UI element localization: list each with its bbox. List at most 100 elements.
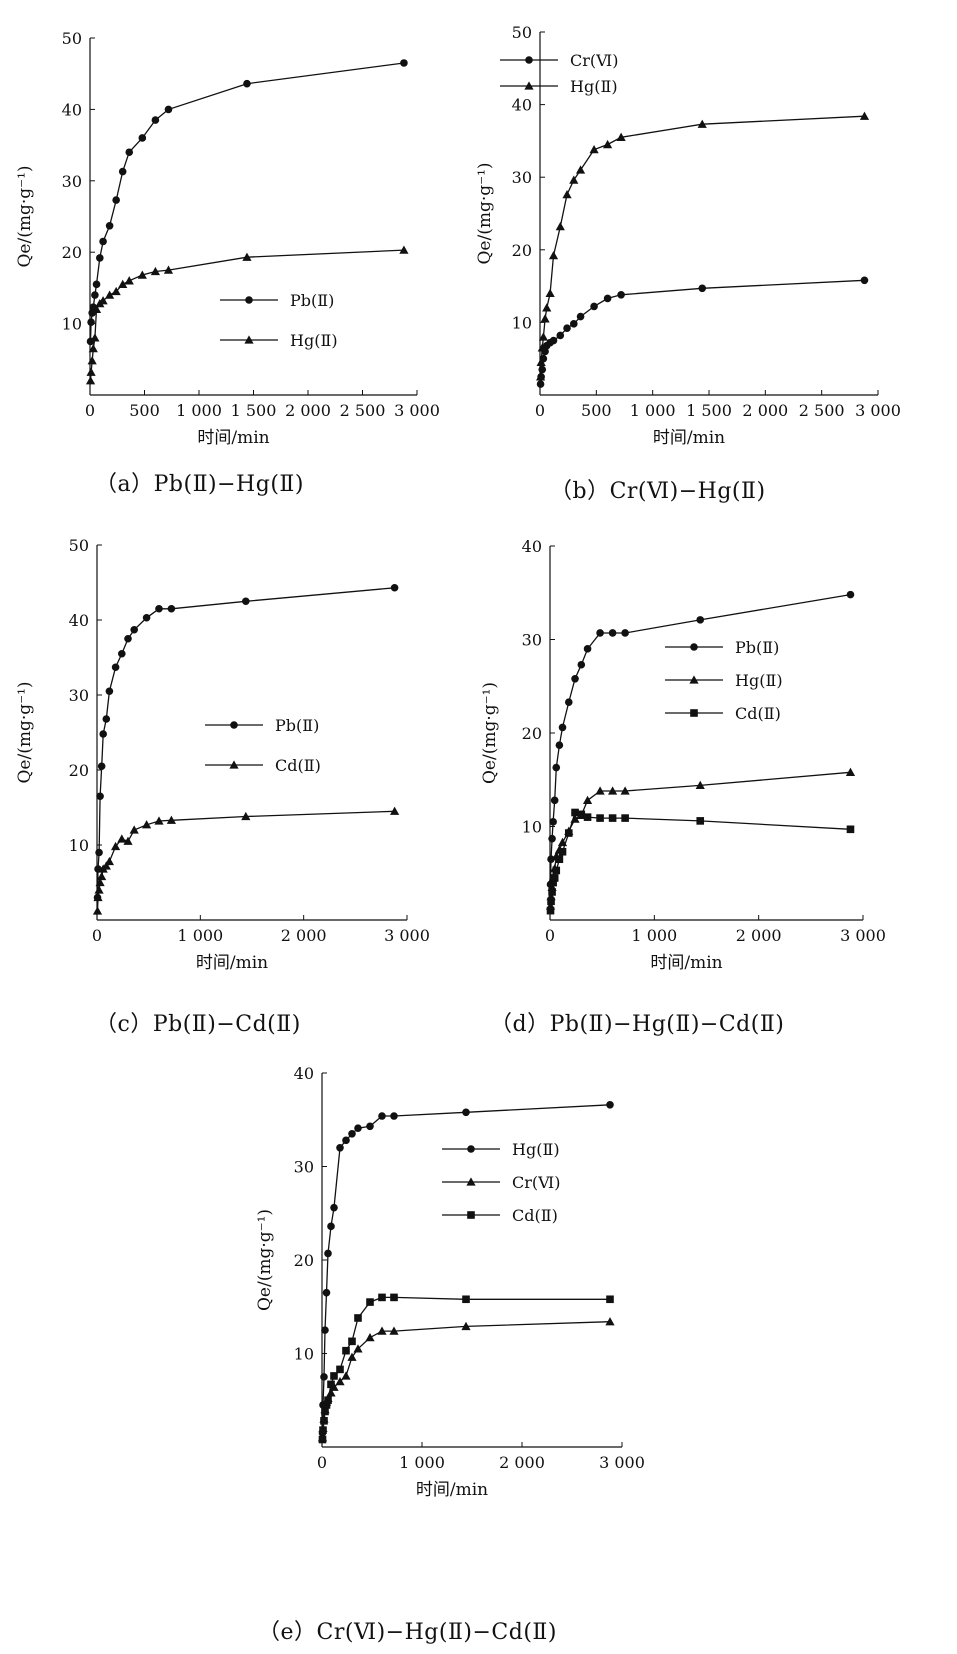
x-tick-label: 0 [535,401,545,420]
data-point [105,687,114,696]
data-point [86,367,96,376]
series-line [549,771,851,907]
series-0 [546,590,855,889]
legend-marker [690,643,698,651]
series-line [321,1296,610,1440]
data-point [101,861,111,870]
x-tick-label: 2 000 [285,401,331,420]
data-point [564,829,573,837]
legend-marker [467,1211,475,1219]
data-point [608,629,617,637]
x-tick-label: 2 500 [340,401,386,420]
data-point [241,811,251,821]
chart-d: 0 1 000 2 000 3 000 10 20 30 40 时间/min Qe/(mg·g⁻¹… [480,537,886,973]
series-line [539,115,865,377]
data-point [556,331,565,340]
data-point [324,1249,332,1258]
data-point [378,1293,386,1302]
legend-label: Hg(Ⅱ) [290,331,338,350]
data-point [698,284,707,293]
data-point [118,167,127,176]
data-point [548,834,556,843]
data-point [85,376,96,385]
data-point [99,237,107,246]
data-point [846,590,855,599]
data-point [461,1321,471,1331]
x-tick-label: 2 000 [499,1453,545,1472]
caption-d: （d）Pb(Ⅱ)−Hg(Ⅱ)−Cd(Ⅱ) [490,1012,785,1037]
series-1 [92,806,400,915]
data-point [111,663,120,672]
legend-label: Pb(Ⅱ) [735,638,779,657]
series-0 [93,583,399,902]
y-tick-label: 10 [294,1345,314,1364]
data-point [242,252,252,261]
series-1 [317,1317,615,1442]
data-point [595,786,605,795]
data-point [859,111,870,120]
data-point [330,1372,338,1380]
data-point [606,1100,614,1109]
data-point [324,1396,332,1405]
x-axis-label: 时间/min [416,1480,488,1500]
data-point [155,604,163,613]
data-point [377,1326,387,1335]
y-tick-label: 30 [69,686,89,705]
series-1 [535,111,870,381]
series-line [321,1104,611,1434]
data-point [129,825,139,834]
x-tick-label: 1 000 [176,401,222,420]
data-point [558,723,567,732]
legend-label: Pb(Ⅱ) [290,291,334,310]
y-tick-label: 40 [69,611,89,630]
data-point [583,813,592,821]
data-point [462,1295,470,1304]
data-point [390,1293,398,1302]
data-point [606,1295,614,1304]
data-point [87,356,97,365]
data-point [538,332,548,341]
legend-label: Hg(Ⅱ) [512,1140,560,1159]
data-point [150,266,160,276]
data-point [538,365,547,374]
x-tick-label: 1 000 [630,401,676,420]
legend-marker [230,721,238,729]
legend-marker [244,335,254,344]
data-point [378,1112,386,1120]
legend-label: Cr(Ⅵ) [570,51,618,70]
caption-c: （c）Pb(Ⅱ)−Cd(Ⅱ) [95,1012,301,1037]
data-point [562,190,572,199]
data-point [366,1122,374,1131]
data-point [342,1136,350,1145]
y-tick-label: 10 [69,836,89,855]
x-tick-label: 1 500 [231,401,277,420]
x-tick-label: 2 000 [736,926,782,945]
x-tick-label: 3 000 [599,1453,645,1472]
data-point [558,847,567,856]
data-point [596,629,604,637]
caption-e: （e）Cr(Ⅵ)−Hg(Ⅱ)−Cd(Ⅱ) [258,1620,557,1645]
data-point [348,1337,356,1346]
series-line [321,1321,611,1438]
data-point [104,856,114,866]
data-point [118,649,126,658]
data-point [548,251,559,260]
data-point [87,318,95,326]
x-tick-label: 3 000 [394,401,440,420]
y-tick-label: 30 [294,1158,314,1177]
data-point [577,810,586,819]
caption-b: （b）Cr(Ⅵ)−Hg(Ⅱ) [550,479,766,504]
series-0 [318,1100,614,1437]
data-point [547,897,555,906]
data-point [125,148,134,157]
data-point [550,874,559,882]
chart-panel-a: 0 500 1 000 1 500 2 000 2 500 3 000 10 20 30 40 50 时… [0,0,470,510]
x-tick-label: 0 [545,926,555,945]
data-point [353,1344,363,1353]
x-tick-label: 0 [85,401,95,420]
series-line [96,810,395,912]
data-point [860,276,869,285]
y-axis-label: Qe/(mg·g⁻¹) [480,682,500,784]
data-point [92,280,101,289]
data-point [92,906,103,915]
